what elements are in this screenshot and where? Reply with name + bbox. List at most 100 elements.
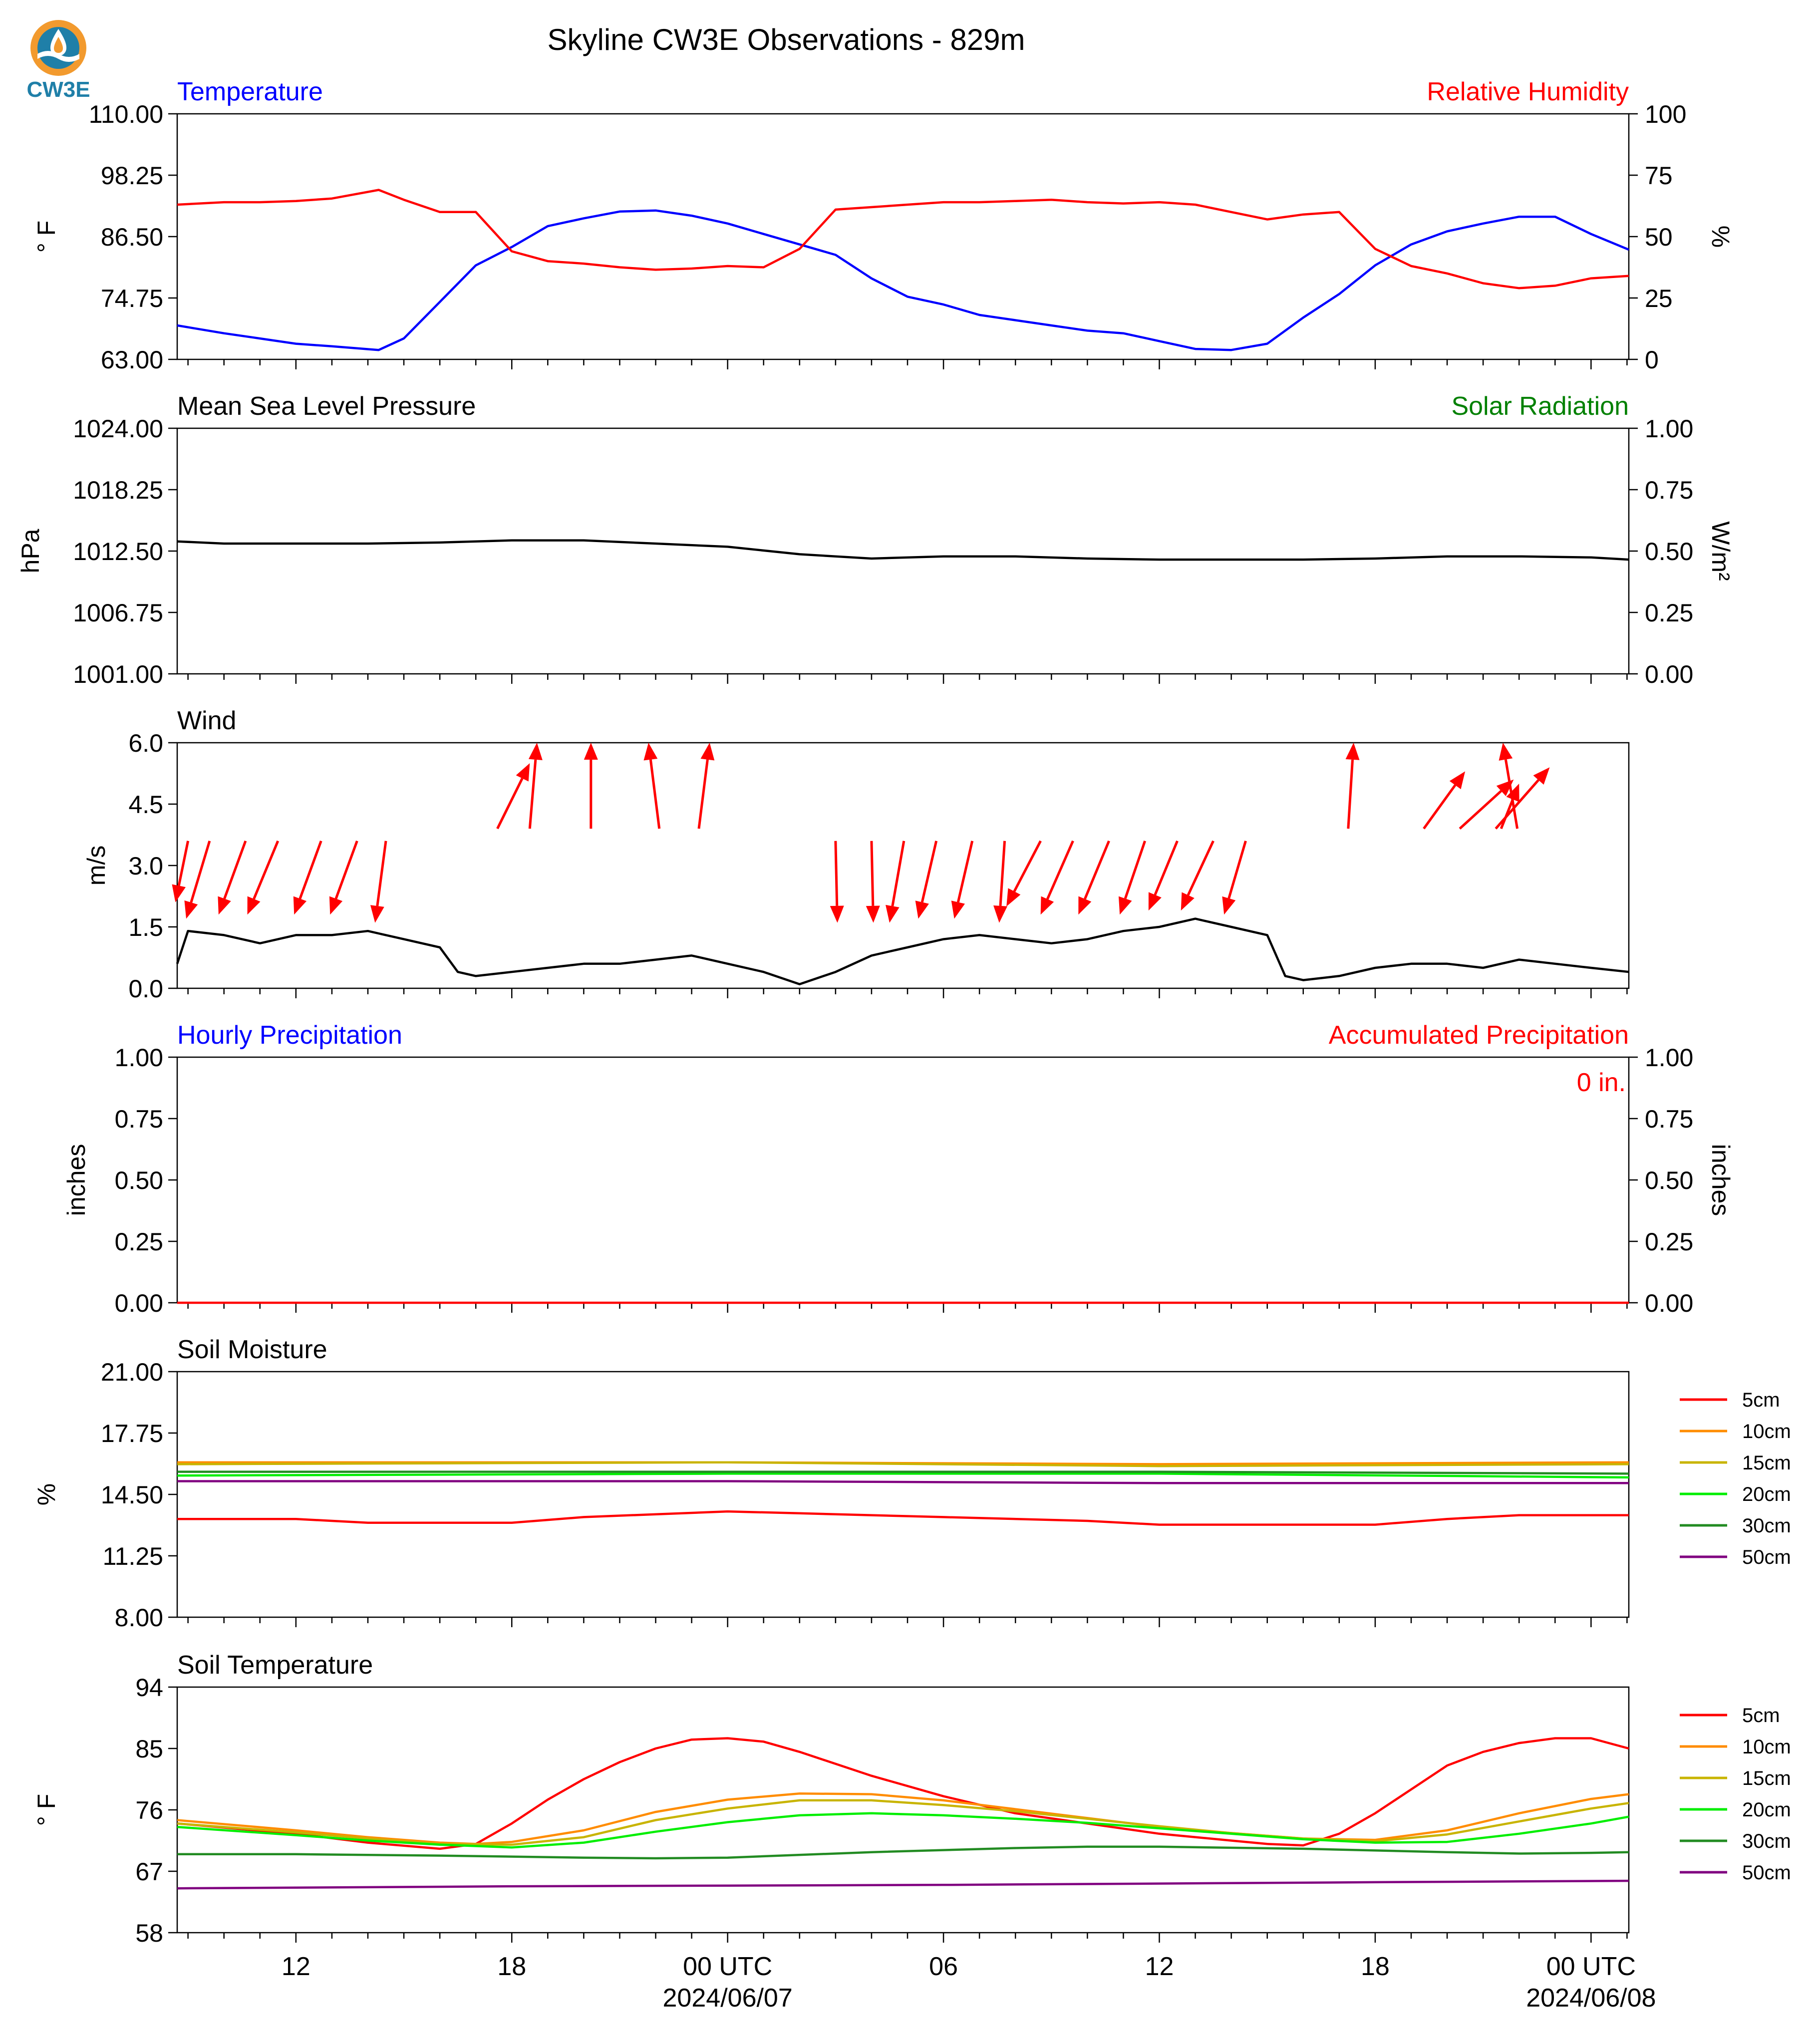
panel-5: Soil Moisture 8.00 11.25 14.50 17.75 21.00% 5c… xyxy=(32,1335,1791,1632)
y2-axis-label: W/m² xyxy=(1707,521,1735,580)
y2-tick-label: 0.50 xyxy=(1645,538,1693,566)
legend-label: 5cm xyxy=(1742,1705,1780,1727)
x-tick-label: 00 UTC xyxy=(683,1952,772,1981)
wind-arrow-head xyxy=(516,763,530,782)
series-line-right xyxy=(177,189,1629,290)
wind-arrow xyxy=(1148,840,1179,911)
cw3e-logo-text: CW3E xyxy=(26,77,90,102)
wind-arrow xyxy=(951,841,974,919)
wind-arrow-shaft xyxy=(253,840,280,899)
y2-tick-label: 0.50 xyxy=(1645,1166,1693,1194)
panel-left-title: Soil Moisture xyxy=(177,1335,327,1364)
wind-arrow-shaft xyxy=(190,841,211,903)
wind-arrow-shaft xyxy=(891,841,906,906)
wind-arrow-shaft xyxy=(1459,790,1502,830)
y-tick-label: 1006.75 xyxy=(73,599,163,627)
y-tick-label: 6.0 xyxy=(128,729,163,757)
x-tick-label: 00 UTC xyxy=(1546,1952,1636,1981)
series-line-30cm xyxy=(177,1845,1629,1860)
wind-arrow-shaft xyxy=(177,841,190,886)
wind-arrow-head xyxy=(1449,771,1466,790)
wind-arrow xyxy=(993,841,1007,923)
wind-arrow-head xyxy=(866,905,880,923)
wind-arrow-shaft xyxy=(1154,840,1179,895)
wind-arrow xyxy=(866,841,880,923)
panel-left-title: Temperature xyxy=(177,77,323,106)
wind-arrow xyxy=(1118,840,1147,915)
y-axis-label: m/s xyxy=(82,846,110,886)
y2-tick-label: 0.00 xyxy=(1645,660,1693,688)
x-tick-label: 06 xyxy=(929,1952,958,1981)
wind-arrow-head xyxy=(293,896,307,915)
figure-title: Skyline CW3E Observations - 829m xyxy=(547,23,1025,56)
legend-label: 20cm xyxy=(1742,1483,1791,1505)
wind-arrow-head xyxy=(172,884,186,902)
y2-tick-label: 0 xyxy=(1645,346,1659,374)
wind-arrow-head xyxy=(643,743,658,761)
y2-tick-label: 0.00 xyxy=(1645,1289,1693,1317)
y-tick-label: 67 xyxy=(135,1858,163,1886)
wind-arrow-head xyxy=(830,905,844,923)
y-tick-label: 0.50 xyxy=(115,1166,163,1194)
legend-label: 15cm xyxy=(1742,1452,1791,1474)
wind-arrow xyxy=(1345,743,1360,829)
wind-arrow xyxy=(184,841,211,919)
wind-arrow-head xyxy=(993,905,1007,923)
y-tick-label: 1.5 xyxy=(128,913,163,941)
wind-arrow-head xyxy=(1118,896,1132,915)
legend-label: 10cm xyxy=(1742,1421,1791,1443)
wind-arrow-head xyxy=(1506,784,1519,802)
y-tick-label: 74.75 xyxy=(101,285,163,312)
wind-arrow xyxy=(915,841,938,919)
wind-arrow xyxy=(247,840,280,915)
wind-arrow xyxy=(886,841,906,923)
wind-arrow xyxy=(1495,767,1550,830)
wind-arrow-shaft xyxy=(1013,840,1042,892)
x-axis-labels: 12 18 00 UTC 2024/06/07 06 12 18 00 UTC 2024/06/… xyxy=(282,1952,1656,2013)
wind-arrow-shaft xyxy=(1423,784,1457,830)
cw3e-logo-icon xyxy=(30,20,86,76)
wind-arrow-shaft xyxy=(1495,779,1539,830)
wind-arrow-head xyxy=(915,900,929,919)
wind-arrow xyxy=(643,743,661,829)
panel-6: Soil Temperature 58 67 76 85 94 ° F 5cm 10cm 15cm… xyxy=(32,1651,1791,1947)
y2-tick-label: 1.00 xyxy=(1645,415,1693,443)
y-tick-label: 76 xyxy=(135,1796,163,1824)
y-axis-label: ° F xyxy=(32,1794,60,1826)
wind-arrow-head xyxy=(218,896,231,915)
wind-arrow-shaft xyxy=(697,759,709,829)
series-line-50cm xyxy=(177,1480,1629,1484)
y-tick-label: 1018.25 xyxy=(73,476,163,504)
legend-label: 5cm xyxy=(1742,1389,1780,1411)
wind-arrow-head xyxy=(1181,892,1195,911)
wind-arrow-shaft xyxy=(870,841,875,906)
wind-arrow-head xyxy=(370,905,384,923)
legend-label: 50cm xyxy=(1742,1862,1791,1884)
panel-left-title: Wind xyxy=(177,706,236,735)
y-tick-label: 1.00 xyxy=(115,1044,163,1072)
wind-arrow xyxy=(1181,840,1214,911)
y-tick-label: 21.00 xyxy=(101,1358,163,1386)
wind-arrow xyxy=(528,743,543,829)
wind-arrow xyxy=(370,841,387,923)
wind-arrow-shaft xyxy=(834,841,839,906)
legend: 5cm 10cm 15cm 20cm 30cm 50cm xyxy=(1680,1389,1791,1568)
panel-1: Temperature Relative Humidity 63.00 74.75 86… xyxy=(32,77,1735,374)
wind-arrow xyxy=(293,840,322,915)
series-line-20cm xyxy=(177,1472,1629,1479)
y-tick-label: 8.00 xyxy=(115,1604,163,1632)
y2-axis-label: inches xyxy=(1707,1144,1735,1216)
y2-tick-label: 1.00 xyxy=(1645,1044,1693,1072)
y-tick-label: 86.50 xyxy=(101,223,163,251)
x-tick-label: 12 xyxy=(1145,1952,1174,1981)
legend-label: 50cm xyxy=(1742,1546,1791,1568)
wind-arrow-head xyxy=(184,900,198,919)
legend-label: 30cm xyxy=(1742,1830,1791,1852)
series-line-15cm xyxy=(177,1799,1629,1846)
wind-arrow-head xyxy=(528,743,543,761)
y-tick-label: 14.50 xyxy=(101,1481,163,1509)
y-tick-label: 0.0 xyxy=(128,975,163,1003)
panel-3: Wind 0.0 1.5 3.0 4.5 6.0 m/s xyxy=(82,706,1630,1003)
wind-arrow-shaft xyxy=(1084,840,1110,899)
